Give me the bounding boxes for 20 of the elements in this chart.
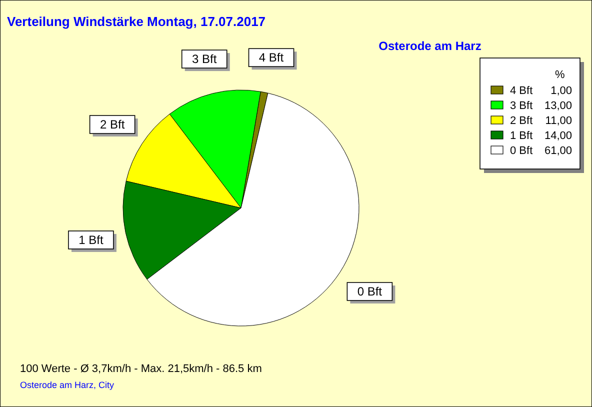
slice-label: 0 Bft	[357, 284, 383, 298]
data-label: 14,00	[544, 130, 572, 142]
text: Osterode am Harz, City	[20, 380, 115, 390]
legend-label: 2 Bft	[510, 115, 533, 127]
legend-label: 4 Bft	[510, 85, 533, 97]
legend-label: 0 Bft	[510, 145, 533, 157]
legend-label: 3 Bft	[510, 100, 533, 112]
text: 100 Werte - Ø 3,7km/h - Max. 21,5km/h - 86.5 km	[20, 363, 262, 375]
data-label: 13,00	[544, 100, 572, 112]
chart-title: Verteilung Windstärke Montag, 17.07.2017	[7, 14, 266, 29]
legend-title: %	[555, 69, 565, 81]
slice-label: 4 Bft	[258, 50, 284, 65]
data-label: 61,00	[544, 145, 572, 157]
data-label: 11,00	[545, 115, 572, 127]
data-label: 1,00	[550, 85, 572, 97]
slice-label: 2 Bft	[100, 118, 126, 132]
slice-label: 3 Bft	[192, 52, 218, 66]
chart-subtitle: Osterode am Harz	[378, 39, 482, 53]
slice-label: 1 Bft	[78, 232, 104, 247]
legend-label: 1 Bft	[510, 130, 533, 142]
